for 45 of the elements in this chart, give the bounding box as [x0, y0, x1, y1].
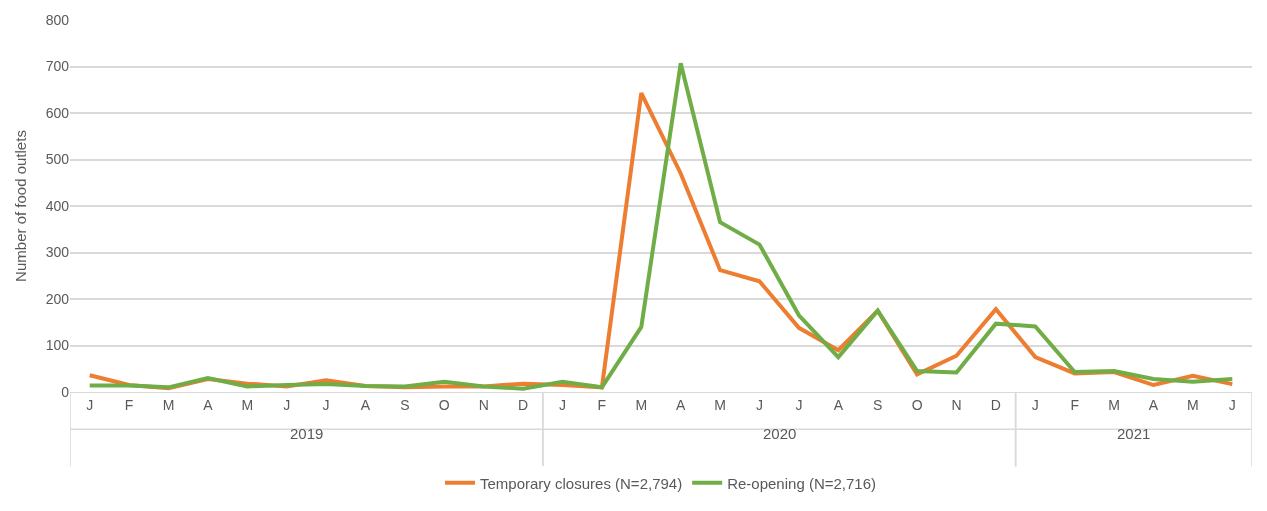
x-tick-label: D — [518, 396, 529, 413]
x-tick-label: F — [124, 396, 134, 413]
x-tick-label: D — [990, 396, 1001, 413]
x-tick-label: M — [241, 396, 254, 413]
x-tick-label: N — [478, 396, 489, 413]
x-tick-label: J — [559, 396, 566, 413]
legend-label: Re-opening (N=2,716) — [727, 474, 877, 492]
text: 2020 — [763, 425, 797, 442]
y-tick-label: 700 — [45, 58, 70, 75]
y-tick-label: 400 — [45, 197, 70, 214]
x-tick-label: S — [873, 396, 883, 413]
x-tick-label: J — [1031, 396, 1039, 413]
x-tick-label: A — [203, 396, 214, 413]
y-tick-label: 800 — [45, 11, 70, 28]
x-tick-label: M — [162, 396, 175, 413]
text: 2021 — [1117, 425, 1151, 442]
y-tick-label: 100 — [45, 337, 70, 354]
x-tick-label: N — [951, 396, 962, 413]
y-tick-label: 300 — [45, 244, 70, 261]
x-tick-label: O — [438, 396, 450, 413]
x-tick-label: M — [714, 396, 726, 413]
x-tick-label: J — [322, 396, 330, 413]
x-tick-label: S — [400, 396, 410, 413]
x-tick-label: J — [1228, 396, 1236, 413]
x-tick-label: A — [360, 396, 371, 413]
y-axis-title: Number of food outlets — [11, 130, 29, 282]
y-tick-label: 500 — [45, 151, 70, 168]
x-tick-label: F — [597, 396, 607, 413]
text: 2019 — [290, 425, 324, 442]
x-tick-label: J — [283, 396, 291, 413]
x-tick-label: A — [833, 396, 844, 413]
y-tick-label: 200 — [45, 290, 70, 307]
x-tick-label: J — [756, 396, 763, 413]
x-tick-label: M — [1187, 396, 1199, 413]
x-tick-label: M — [1108, 396, 1120, 413]
legend-label: Temporary closures (N=2,794) — [480, 474, 683, 492]
x-tick-label: A — [676, 396, 687, 413]
x-tick-label: O — [911, 396, 923, 413]
x-tick-label: J — [86, 396, 94, 413]
y-tick-label: 600 — [45, 104, 70, 121]
x-tick-label: F — [1070, 396, 1079, 413]
x-tick-label: A — [1148, 396, 1159, 413]
x-tick-label: J — [795, 396, 803, 413]
y-tick-label: 0 — [61, 383, 70, 400]
x-tick-label: M — [635, 396, 648, 413]
